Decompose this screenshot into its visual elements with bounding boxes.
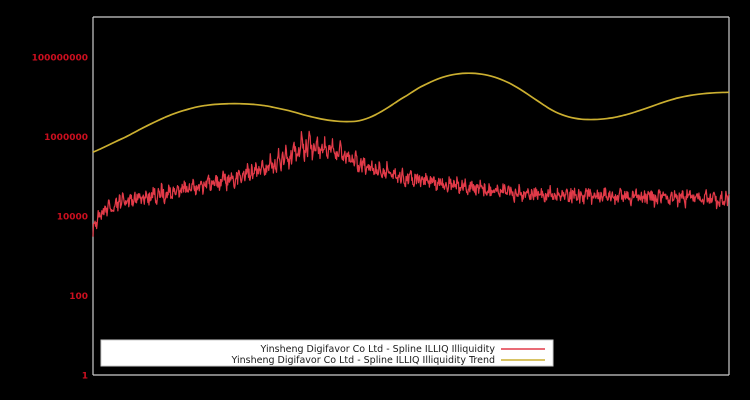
legend-entry-label[interactable]: Yinsheng Digifavor Co Ltd - Spline ILLIQ… <box>260 344 496 355</box>
y-axis-tick-label: 100000000 <box>32 53 88 63</box>
legend-box <box>100 339 554 367</box>
y-axis-tick-label: 1000000 <box>44 133 88 143</box>
data-series-group <box>92 72 730 237</box>
y-axis-tick-label: 100 <box>69 292 88 302</box>
series-line-illiquidity <box>92 130 730 237</box>
y-axis-tick-label: 10000 <box>57 212 88 222</box>
chart-legend[interactable]: Yinsheng Digifavor Co Ltd - Spline ILLIQ… <box>100 339 554 367</box>
y-axis-tick-labels: 1 100 10000 1000000 100000000 <box>32 53 88 381</box>
legend-entry-label[interactable]: Yinsheng Digifavor Co Ltd - Spline ILLIQ… <box>231 355 496 366</box>
y-axis-tick-label: 1 <box>82 372 88 382</box>
axis-frame <box>92 16 730 376</box>
series-line-illiquidity-trend <box>92 72 730 153</box>
